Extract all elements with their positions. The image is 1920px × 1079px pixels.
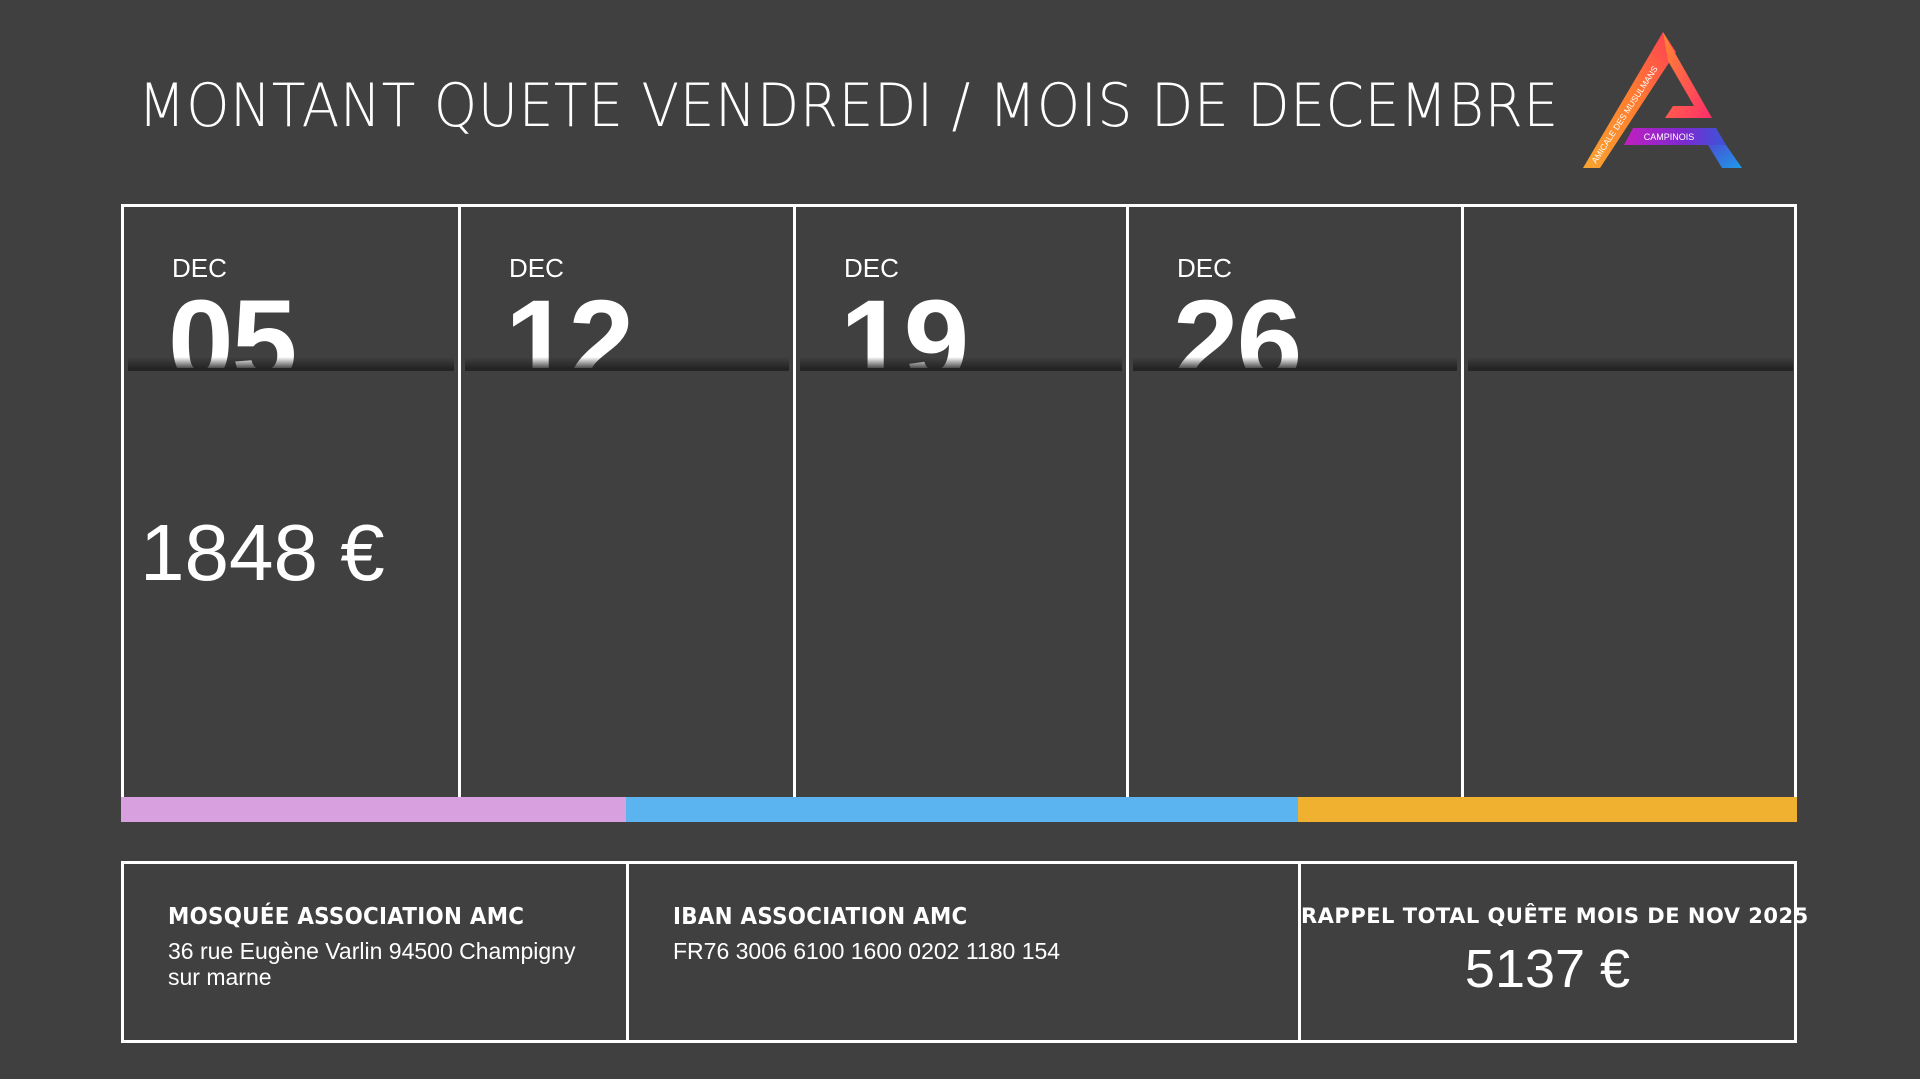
svg-text:CAMPINOIS: CAMPINOIS [1644,132,1695,142]
month-label: DEC [509,253,564,283]
day-number: 12 [505,291,632,368]
fold-shadow [1133,357,1457,371]
fold-shadow [465,357,789,371]
fold-shadow [1468,357,1793,371]
reminder-cell: RAPPEL TOTAL QUÊTE MOIS DE NOV 2025 5137… [1301,864,1809,1040]
page-title: MONTANT QUETE VENDREDI / MOIS DE DECEMBR… [138,71,1559,141]
association-logo-icon: CAMPINOIS AMICALE DES MUSULMANS [1583,32,1742,168]
color-bar-pink [121,797,626,822]
iban-value: FR76 3006 6100 1600 0202 1180 154 [673,938,1061,964]
calendar-grid: DEC 05 1848 € DEC 12 DEC 19 DEC 26 [121,204,1797,797]
mosque-address: 36 rue Eugène Varlin 94500 Champigny sur… [168,938,576,990]
month-label: DEC [844,253,899,283]
reminder-label: RAPPEL TOTAL QUÊTE MOIS DE NOV 2025 [1301,904,1809,928]
week-cell-5 [1464,207,1797,797]
fold-shadow [800,357,1122,371]
mosque-heading: MOSQUÉE ASSOCIATION AMC [168,904,525,930]
day-number: 26 [1173,291,1300,368]
month-label: DEC [172,253,227,283]
month-label: DEC [1177,253,1232,283]
collection-amount: 1848 € [140,508,385,597]
day-number: 05 [168,291,295,368]
week-cell-2: DEC 12 [461,207,796,797]
day-number: 19 [840,291,967,368]
svg-text:AMICALE DES MUSULMANS: AMICALE DES MUSULMANS [1589,64,1660,165]
week-cell-1: DEC 05 1848 € [124,207,461,797]
info-panel: MOSQUÉE ASSOCIATION AMC 36 rue Eugène Va… [121,861,1809,1043]
iban-heading: IBAN ASSOCIATION AMC [673,904,968,930]
color-bar-blue [626,797,1298,822]
color-bar-orange [1298,797,1797,822]
reminder-total: 5137 € [1464,939,1631,999]
week-cell-3: DEC 19 [796,207,1129,797]
iban-cell: IBAN ASSOCIATION AMC FR76 3006 6100 1600… [629,864,1301,1040]
mosque-address-cell: MOSQUÉE ASSOCIATION AMC 36 rue Eugène Va… [124,864,629,1040]
week-cell-4: DEC 26 [1129,207,1464,797]
fold-shadow [128,357,454,371]
